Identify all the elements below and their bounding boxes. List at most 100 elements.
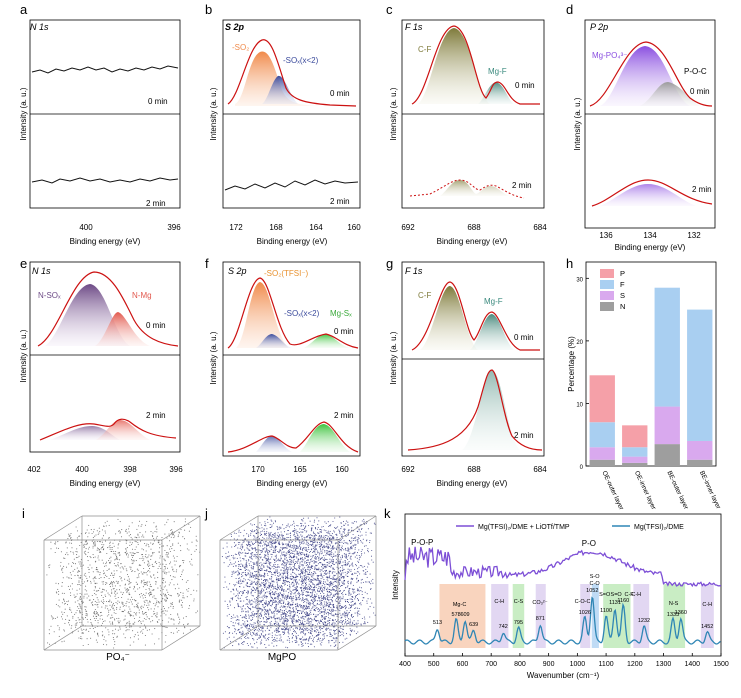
cube-point: [366, 600, 368, 602]
cube-point: [336, 577, 338, 579]
cube-point: [255, 541, 257, 544]
cube-point: [309, 551, 312, 553]
cube-point: [165, 626, 167, 628]
cube-point: [329, 594, 331, 596]
cube-point: [78, 569, 80, 572]
cube-point: [147, 544, 150, 546]
cube-point: [340, 539, 342, 541]
cube-point: [146, 520, 148, 523]
cube-point: [294, 592, 296, 594]
cube-point: [172, 576, 174, 578]
cube-point: [284, 598, 286, 600]
cube-point: [254, 550, 257, 552]
cube-point: [286, 560, 288, 562]
cube-point: [63, 640, 65, 642]
cube-point: [117, 581, 119, 583]
cube-point: [308, 583, 310, 585]
cube-point: [226, 603, 229, 606]
cube-point: [293, 619, 295, 621]
cube-point: [302, 615, 304, 617]
cube-point: [146, 557, 148, 559]
cube-point: [270, 538, 272, 540]
cube-point: [166, 554, 168, 556]
cube-point: [269, 605, 271, 607]
cube-point: [307, 605, 309, 608]
cube-point: [313, 608, 315, 610]
cube-point: [141, 524, 143, 526]
cube-point: [74, 568, 76, 570]
cube-point: [283, 584, 285, 586]
cube-point: [251, 646, 253, 648]
cube-point: [260, 585, 262, 587]
cube-point: [303, 547, 305, 549]
cube-point: [119, 576, 121, 578]
cube-point: [154, 597, 156, 599]
cube-point: [283, 617, 285, 619]
cube-point: [328, 561, 330, 563]
cube-point: [323, 544, 325, 546]
cube-point: [316, 517, 318, 519]
cube-point: [323, 529, 325, 531]
cube-point: [355, 603, 357, 605]
cube-point: [268, 644, 270, 646]
cube-point: [173, 632, 175, 634]
cube-point: [278, 602, 280, 604]
cube-point: [191, 564, 193, 566]
cube-point: [281, 538, 283, 540]
cube-point: [271, 520, 273, 522]
cube-point: [182, 595, 184, 597]
cube-point: [83, 595, 85, 597]
cube-point: [325, 583, 327, 585]
cube-point: [358, 538, 360, 540]
cube-point: [143, 571, 145, 573]
cube-point: [137, 569, 139, 571]
cube-point: [164, 641, 166, 643]
cube-point: [271, 599, 273, 601]
cube-point: [338, 581, 340, 583]
cube-point: [256, 641, 258, 643]
cube-point: [118, 530, 120, 532]
cube-point: [76, 548, 78, 550]
cube-point: [239, 597, 241, 599]
cube-point: [241, 582, 243, 584]
cube-point: [342, 614, 344, 616]
cube-point: [173, 619, 175, 621]
cube-point: [300, 524, 303, 526]
cube-point: [310, 633, 313, 635]
cube-point: [240, 563, 242, 565]
panel-a-tick-0: 400: [79, 223, 93, 232]
cube-point: [369, 616, 371, 618]
cube-point: [115, 550, 117, 553]
cube-point: [324, 540, 326, 542]
cube-point: [168, 607, 170, 609]
cube-point: [295, 635, 297, 637]
cube-point: [243, 586, 245, 588]
cube-point: [271, 554, 273, 556]
cube-point: [353, 588, 355, 590]
cube-point: [344, 560, 347, 562]
cube-point: [326, 553, 328, 555]
cube-point: [170, 618, 172, 620]
cube-point: [285, 608, 287, 610]
cube-point: [65, 542, 67, 544]
cube-point: [94, 619, 96, 622]
cube-point: [119, 554, 121, 556]
cube-point: [363, 518, 365, 520]
cube-point: [301, 586, 303, 588]
cube-point: [232, 565, 234, 567]
cube-point: [124, 578, 126, 580]
cube-point: [98, 601, 100, 603]
cube-point: [326, 538, 328, 540]
cube-point: [319, 640, 321, 642]
cube-point: [326, 598, 328, 600]
cube-point: [319, 620, 321, 622]
cube-point: [263, 584, 266, 586]
cube-point: [246, 602, 248, 604]
cube-point: [122, 603, 124, 605]
cube-point: [144, 524, 147, 526]
cube-point: [305, 616, 307, 618]
cube-point: [109, 617, 111, 619]
cube-point: [136, 612, 138, 614]
cube-point: [315, 605, 317, 607]
cube-point: [267, 521, 269, 523]
